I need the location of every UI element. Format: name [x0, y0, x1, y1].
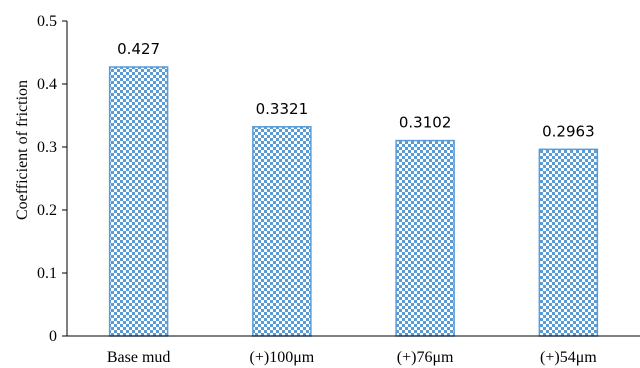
bars — [108, 66, 599, 337]
x-category-label: (+)100μm — [250, 349, 315, 366]
x-axis-categories: Base mud (+)100μm (+)76μm (+)54μm — [107, 349, 597, 366]
data-label: 0.2963 — [542, 122, 595, 140]
y-axis-label: Coefficient of friction — [14, 80, 31, 220]
bar — [538, 148, 599, 337]
x-category-label: Base mud — [107, 349, 171, 366]
x-category-label: (+)54μm — [540, 349, 597, 366]
y-tick-label: 0.2 — [37, 202, 57, 219]
y-tick-label: 0.1 — [37, 265, 57, 282]
y-tick-label: 0.5 — [37, 13, 57, 30]
bar — [395, 139, 455, 337]
bar — [252, 126, 312, 337]
y-tick-label: 0 — [49, 328, 57, 345]
data-label: 0.427 — [117, 40, 160, 58]
y-tick-label: 0.3 — [37, 139, 57, 156]
data-label: 0.3102 — [399, 114, 452, 132]
bar — [108, 66, 169, 337]
y-axis: 0 0.1 0.2 0.3 0.4 0.5 — [37, 13, 67, 345]
data-label: 0.3321 — [256, 100, 309, 118]
y-tick-label: 0.4 — [37, 76, 57, 93]
x-category-label: (+)76μm — [397, 349, 454, 366]
data-labels: 0.427 0.3321 0.3102 0.2963 — [117, 40, 594, 140]
